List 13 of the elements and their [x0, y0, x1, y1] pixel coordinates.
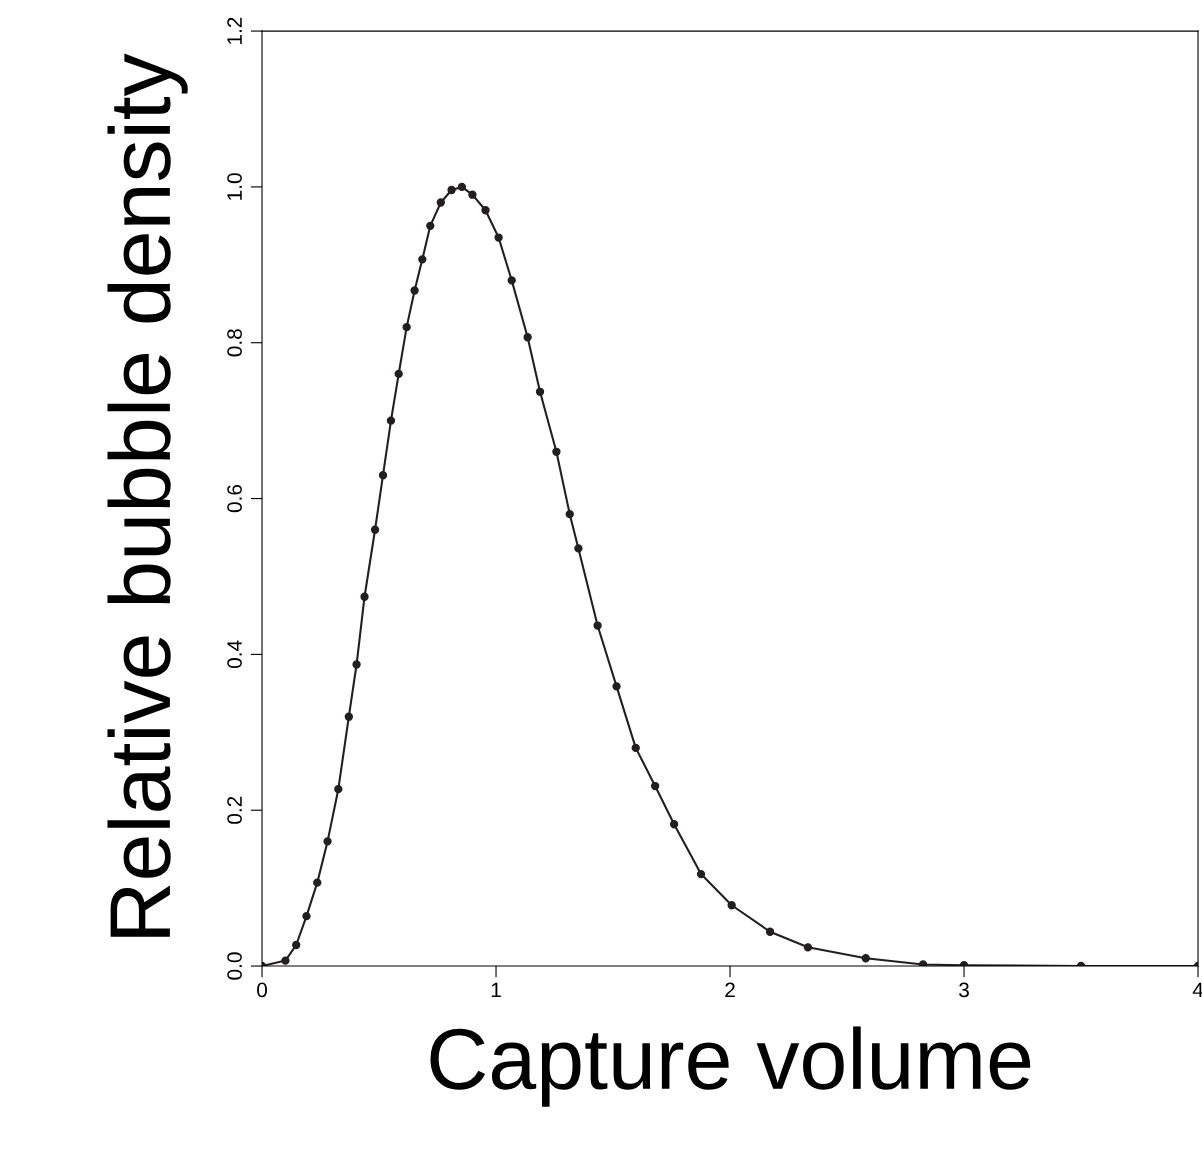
y-tick-label: 0.2 [227, 796, 242, 824]
x-tick-label: 0 [257, 982, 268, 998]
y-tick-label: 1.2 [227, 17, 242, 44]
y-tick-label: 0.4 [227, 640, 242, 669]
y-tick-label: 0.6 [227, 484, 242, 513]
x-axis-title: Capture volume [430, 1026, 1031, 1107]
y-axis-title: Relative bubble density [107, 53, 188, 937]
y-tick-label: 1.0 [227, 173, 242, 200]
x-tick-label: 2 [725, 982, 735, 998]
y-tick-label: 0.0 [227, 952, 242, 980]
x-tick-label: 1 [491, 982, 501, 998]
x-tick-label: 3 [959, 982, 969, 998]
y-tick-label: 0.8 [227, 329, 242, 357]
